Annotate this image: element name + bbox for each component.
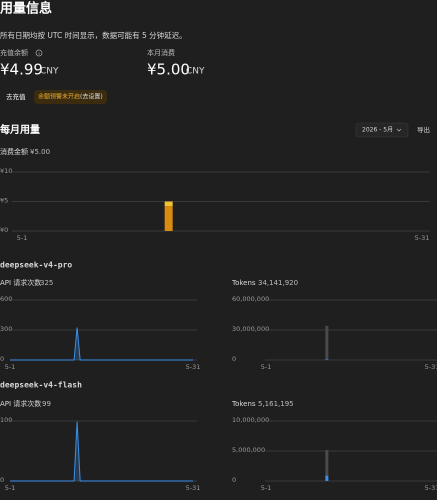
y-tick-label: 30,000,000 (232, 325, 269, 333)
y-tick-label: 0 (0, 355, 4, 363)
chart-total: ¥5.00 (30, 148, 50, 156)
bar-segment (325, 359, 329, 360)
month-select[interactable]: 2026 - 5月 (355, 122, 409, 138)
x-tick-label: 5-1 (5, 484, 16, 492)
bar-segment (164, 201, 173, 207)
y-tick-label: 60,000,000 (232, 295, 269, 303)
chart-title: API 请求次数 (0, 399, 41, 408)
x-tick-label: 5-31 (415, 234, 430, 242)
y-tick-label: 300 (0, 325, 12, 333)
x-tick-label: 5-31 (425, 484, 437, 492)
alert-badge[interactable]: 余额预警未开启 (去设置) (34, 90, 107, 104)
export-button[interactable]: 导出 (417, 125, 430, 134)
spend-label: 本月消费 (147, 48, 175, 57)
balance-amount: ¥4.99 (0, 61, 43, 79)
x-tick-label: 5-1 (17, 234, 28, 242)
alert-link[interactable]: (去设置) (80, 93, 103, 101)
spend-amount: ¥5.00 (147, 61, 190, 79)
x-tick-label: 5-1 (261, 484, 272, 492)
chart-total: 34,141,920 (258, 279, 298, 287)
page-note: 所有日期均按 UTC 时间显示，数据可能有 5 分钟延迟。 (0, 30, 187, 40)
y-tick-label: ¥0 (0, 226, 8, 234)
y-tick-label: 0 (232, 355, 236, 363)
chart-title: 消费金额 (0, 147, 28, 156)
x-tick-label: 5-1 (261, 363, 272, 371)
chart-total: 325 (40, 279, 53, 287)
y-tick-label: 600 (0, 295, 12, 303)
month-text: 2026 - 5月 (362, 127, 393, 134)
info-icon[interactable] (35, 49, 43, 57)
x-tick-label: 5-31 (186, 484, 201, 492)
alert-text: 余额预警未开启 (38, 93, 80, 101)
model-name: deepseek-v4-flash (0, 381, 82, 390)
chart-title: API 请求次数 (0, 278, 41, 287)
y-tick-label: 5,000,000 (232, 446, 265, 454)
balance-label: 充值余额 (0, 48, 28, 57)
model-name: deepseek-v4-pro (0, 261, 72, 270)
bar-segment (325, 325, 329, 360)
x-tick-label: 5-1 (5, 363, 16, 371)
bar-segment (325, 475, 329, 481)
topup-text[interactable]: 去充值 (6, 92, 26, 101)
page-title: 用量信息 (0, 1, 52, 17)
line (10, 421, 193, 482)
x-tick-label: 5-31 (425, 363, 437, 371)
y-tick-label: 100 (0, 416, 12, 424)
topup-button[interactable]: 去充值 (0, 90, 30, 104)
line (10, 327, 193, 361)
spend-currency: CNY (186, 67, 205, 77)
y-tick-label: 0 (0, 476, 4, 484)
bar-segment (325, 450, 329, 476)
y-tick-label: ¥5 (0, 197, 8, 205)
chart-total: 5,161,195 (258, 400, 294, 408)
y-tick-label: 10,000,000 (232, 416, 269, 424)
bar-segment (164, 206, 173, 231)
chart-title: Tokens (231, 400, 256, 408)
balance-currency: CNY (40, 67, 59, 77)
x-tick-label: 5-31 (186, 363, 201, 371)
chart-title: Tokens (231, 279, 256, 287)
usage-title: 每月用量 (0, 123, 40, 136)
y-tick-label: ¥10 (0, 167, 12, 175)
chart-total: 99 (42, 400, 51, 408)
y-tick-label: 0 (232, 476, 236, 484)
